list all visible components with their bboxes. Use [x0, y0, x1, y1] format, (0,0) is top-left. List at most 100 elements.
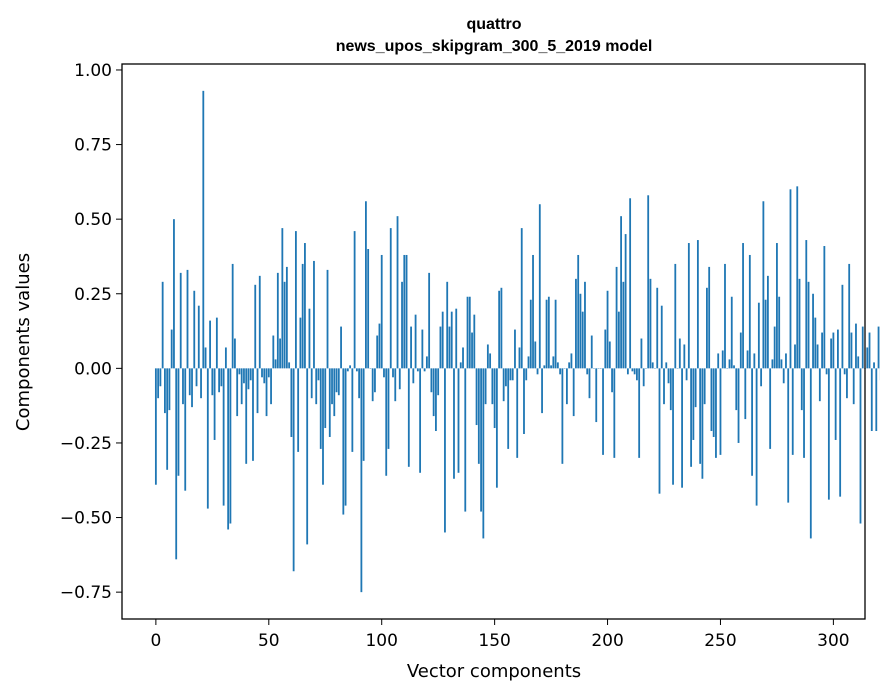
- bar-211: [631, 368, 634, 372]
- bar-172: [543, 365, 546, 369]
- bar-254: [728, 359, 731, 369]
- bar-23: [206, 368, 209, 509]
- bar-315: [866, 347, 869, 369]
- bar-263: [748, 254, 751, 369]
- bar-252: [724, 263, 726, 369]
- bar-40: [245, 368, 248, 464]
- bar-130: [448, 326, 451, 369]
- bar-178: [556, 362, 559, 369]
- bar-143: [477, 368, 480, 464]
- bar-309: [852, 368, 855, 405]
- bar-134: [457, 368, 460, 473]
- bar-84: [344, 368, 347, 506]
- bar-171: [541, 368, 543, 414]
- bar-137: [464, 368, 467, 512]
- bar-73: [319, 368, 322, 449]
- bar-108: [398, 368, 401, 390]
- bar-155: [505, 368, 507, 387]
- bar-112: [407, 368, 410, 467]
- bar-219: [649, 278, 652, 369]
- bar-39: [243, 368, 245, 384]
- bar-51: [270, 368, 272, 405]
- bar-169: [536, 368, 539, 375]
- bar-28: [218, 368, 221, 393]
- bar-146: [484, 368, 487, 405]
- bar-204: [615, 266, 618, 369]
- bar-12: [182, 368, 184, 405]
- bar-265: [753, 353, 756, 369]
- bar-292: [814, 317, 817, 369]
- bar-275: [776, 243, 778, 369]
- bar-297: [825, 368, 828, 375]
- bar-154: [502, 368, 505, 402]
- bar-24: [209, 320, 211, 369]
- bar-198: [602, 368, 604, 455]
- bar-3: [161, 281, 164, 369]
- chart-title: quattro: [466, 16, 521, 33]
- bar-209: [626, 368, 629, 375]
- bar-208: [624, 234, 627, 369]
- y-axis-label: Components values: [13, 253, 34, 431]
- bar-55: [279, 338, 281, 369]
- bar-48: [263, 368, 266, 384]
- bar-306: [846, 368, 848, 399]
- bar-255: [730, 296, 733, 369]
- bar-6: [168, 368, 171, 411]
- y-tick-label: 0.50: [74, 210, 112, 230]
- bar-293: [816, 344, 819, 369]
- bar-243: [703, 368, 706, 405]
- bar-312: [859, 368, 862, 524]
- bar-289: [807, 281, 810, 369]
- bar-207: [622, 281, 625, 369]
- bar-81: [337, 368, 340, 396]
- bar-85: [346, 368, 349, 372]
- bar-241: [699, 368, 702, 464]
- bar-167: [532, 254, 534, 369]
- bar-89: [355, 368, 358, 372]
- bar-270: [764, 299, 767, 369]
- bar-111: [405, 254, 408, 369]
- bar-259: [739, 332, 742, 369]
- bar-298: [827, 368, 830, 500]
- bar-287: [803, 368, 805, 458]
- bar-280: [787, 368, 790, 503]
- bar-109: [401, 281, 403, 369]
- bar-64: [299, 317, 302, 369]
- bar-21: [202, 90, 205, 369]
- bar-46: [258, 275, 261, 369]
- bar-225: [663, 368, 665, 405]
- bar-44: [254, 284, 257, 369]
- bar-49: [265, 368, 268, 417]
- bar-258: [737, 368, 740, 443]
- bar-251: [721, 350, 724, 369]
- bar-29: [220, 368, 223, 387]
- bar-199: [604, 329, 607, 369]
- bar-272: [769, 368, 772, 449]
- bar-246: [710, 368, 713, 432]
- bar-319: [875, 368, 878, 432]
- bar-0: [154, 368, 157, 485]
- bar-187: [577, 254, 580, 369]
- bar-210: [629, 198, 632, 369]
- bar-17: [193, 290, 196, 369]
- bar-300: [832, 332, 835, 369]
- bar-301: [834, 368, 837, 440]
- bar-262: [746, 350, 749, 369]
- bar-150: [493, 368, 496, 429]
- bar-168: [534, 341, 537, 369]
- bar-132: [453, 368, 455, 479]
- bar-299: [830, 338, 833, 369]
- bar-14: [186, 269, 189, 369]
- bar-215: [640, 338, 643, 369]
- bar-163: [523, 368, 525, 434]
- bar-141: [473, 314, 476, 369]
- bar-7: [170, 329, 173, 369]
- bar-122: [430, 368, 433, 393]
- bar-11: [179, 272, 182, 369]
- bar-304: [841, 284, 844, 369]
- y-axis-ticks: −0.75 −0.50 −0.25 0.00 0.25 0.50 0.75 1.00: [60, 61, 122, 603]
- bar-37: [238, 368, 241, 375]
- bar-281: [789, 189, 792, 369]
- bar-276: [778, 296, 781, 369]
- bar-9: [175, 368, 178, 560]
